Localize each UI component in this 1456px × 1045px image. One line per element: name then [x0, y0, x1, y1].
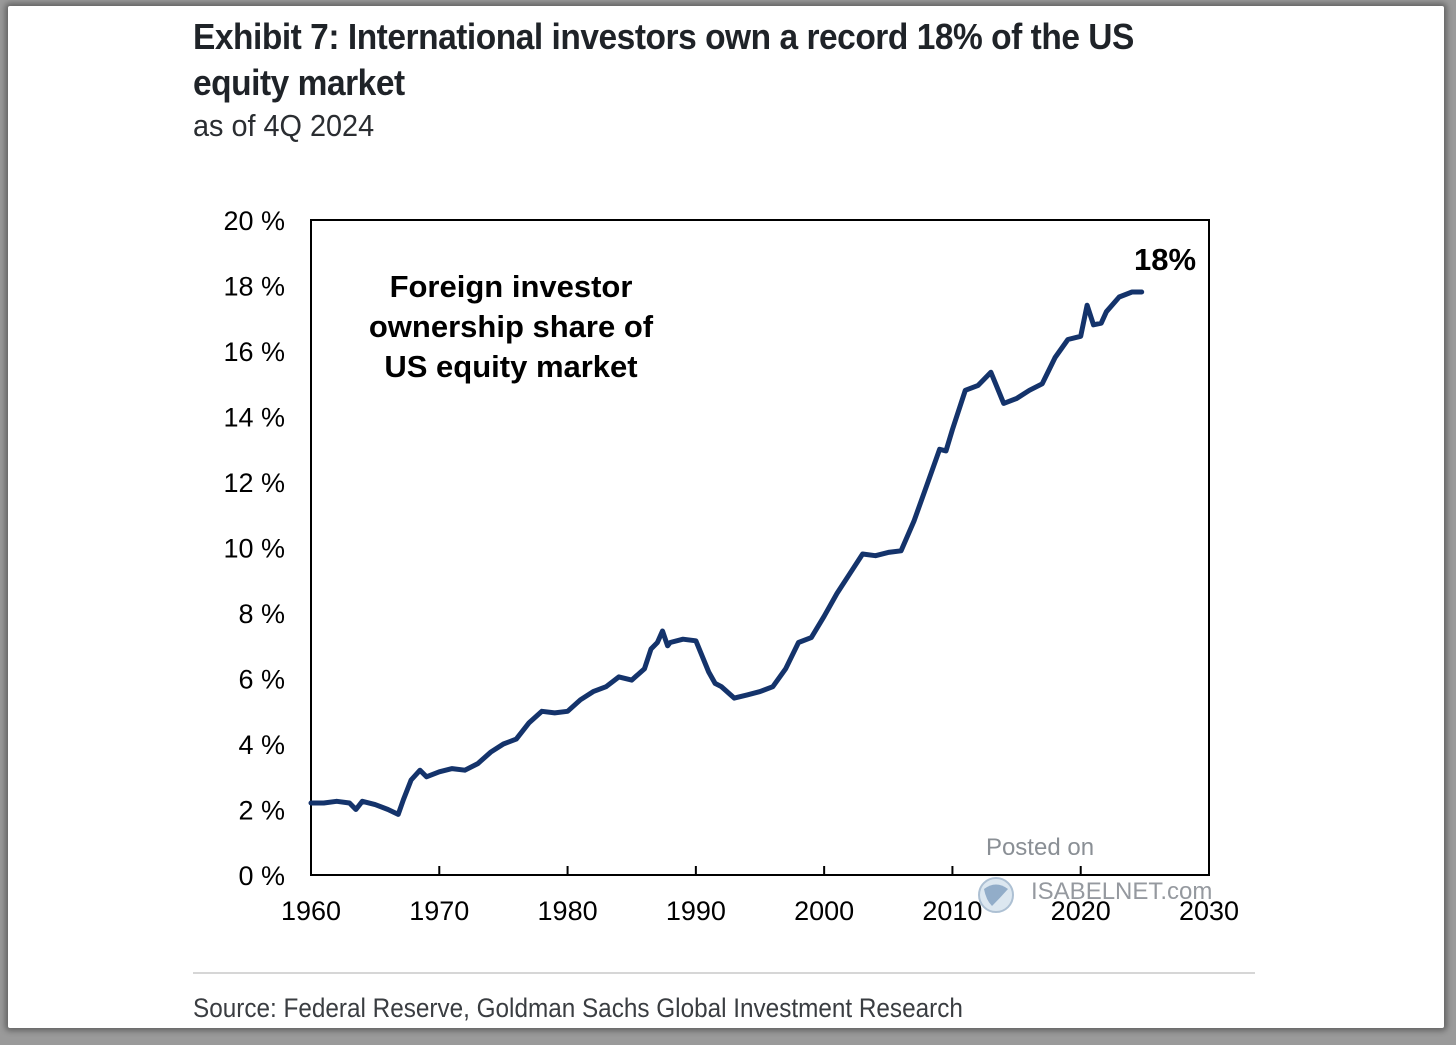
- y-tick-label: 4 %: [238, 730, 285, 760]
- x-tick-label: 1960: [281, 896, 341, 926]
- y-tick-label: 12 %: [223, 468, 285, 498]
- annotation-text-line: Foreign investor: [390, 269, 633, 304]
- y-tick-label: 18 %: [223, 272, 285, 302]
- x-tick-label: 2010: [922, 896, 982, 926]
- chart-title: Exhibit 7: International investors own a…: [193, 16, 1134, 103]
- watermark-posted-on: Posted on: [986, 834, 1094, 861]
- globe-icon-landmass: [984, 884, 1008, 906]
- y-tick-label: 0 %: [238, 861, 285, 891]
- x-tick-label: 2030: [1179, 896, 1239, 926]
- y-tick-label: 6 %: [238, 665, 285, 695]
- annotation-text-line: ownership share of: [369, 309, 654, 344]
- y-tick-label: 8 %: [238, 599, 285, 629]
- x-tick-label: 2020: [1051, 896, 1111, 926]
- source-divider: [193, 972, 1255, 974]
- y-tick-label: 2 %: [238, 796, 285, 826]
- source-note: Source: Federal Reserve, Goldman Sachs G…: [193, 993, 963, 1023]
- annotation-text-line: US equity market: [384, 349, 637, 384]
- series-line-foreign-ownership-share: [308, 289, 1145, 817]
- y-tick-label: 14 %: [223, 403, 285, 433]
- chart-subtitle: as of 4Q 2024: [193, 108, 375, 143]
- x-tick-label: 1980: [538, 896, 598, 926]
- y-tick-label: 16 %: [223, 337, 285, 367]
- x-tick-label: 2000: [794, 896, 854, 926]
- y-tick-label: 10 %: [223, 534, 285, 564]
- latest-value-label: 18%: [1134, 242, 1196, 277]
- x-tick-label: 1970: [409, 896, 469, 926]
- chart-frame: Exhibit 7: International investors own a…: [8, 6, 1444, 1028]
- watermark-site-name: ISABELNET.com: [1031, 878, 1212, 905]
- x-tick-label: 1990: [666, 896, 726, 926]
- plot-area-border: [310, 219, 1210, 876]
- y-tick-label: 20 %: [223, 206, 285, 236]
